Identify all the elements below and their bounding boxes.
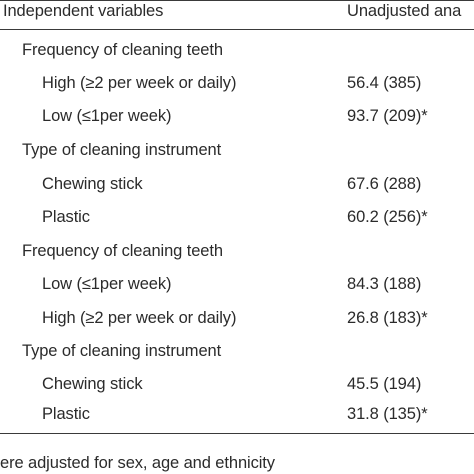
- row-label: High (≥2 per week or daily): [42, 309, 237, 327]
- row-value: 31.8 (135)*: [347, 405, 428, 423]
- row-label: Plastic: [42, 405, 90, 423]
- row-value: 60.2 (256)*: [347, 208, 428, 226]
- row-value: 56.4 (385): [347, 74, 422, 92]
- table-row: Plastic 31.8 (135)*: [0, 398, 474, 431]
- row-label: Chewing stick: [42, 175, 143, 193]
- row-value: 84.3 (188): [347, 275, 422, 293]
- row-label: Frequency of cleaning teeth: [22, 41, 223, 59]
- header-bottom-rule: [0, 29, 474, 30]
- table-row: Plastic 60.2 (256)*: [0, 201, 474, 234]
- row-value: 67.6 (288): [347, 175, 422, 193]
- row-label: Low (≤1per week): [42, 107, 172, 125]
- row-label: Chewing stick: [42, 375, 143, 393]
- table-row: Low (≤1per week) 84.3 (188): [0, 268, 474, 301]
- row-label: Type of cleaning instrument: [22, 342, 222, 360]
- table-row: High (≥2 per week or daily) 56.4 (385): [0, 67, 474, 100]
- table-top-rule: [0, 0, 474, 1]
- table-row: Low (≤1per week) 93.7 (209)*: [0, 100, 474, 133]
- table-row: Chewing stick 67.6 (288): [0, 168, 474, 201]
- row-value: 93.7 (209)*: [347, 107, 428, 125]
- table-row: Type of cleaning instrument: [0, 335, 474, 368]
- table-footnote: ere adjusted for sex, age and ethnicity: [0, 454, 275, 472]
- row-label: Low (≤1per week): [42, 275, 172, 293]
- row-label: Plastic: [42, 208, 90, 226]
- table-row: Frequency of cleaning teeth: [0, 235, 474, 268]
- row-label: High (≥2 per week or daily): [42, 74, 237, 92]
- table-bottom-rule: [0, 433, 474, 434]
- table-row: Chewing stick 45.5 (194): [0, 368, 474, 401]
- table-row: Frequency of cleaning teeth: [0, 34, 474, 67]
- table-row: Type of cleaning instrument: [0, 134, 474, 167]
- table-row: High (≥2 per week or daily) 26.8 (183)*: [0, 302, 474, 335]
- row-label: Type of cleaning instrument: [22, 141, 222, 159]
- row-value: 45.5 (194): [347, 375, 422, 393]
- column-header-unadjusted: Unadjusted ana: [347, 2, 462, 20]
- row-value: 26.8 (183)*: [347, 309, 428, 327]
- row-label: Frequency of cleaning teeth: [22, 242, 223, 260]
- column-header-independent-variables: Independent variables: [3, 2, 164, 20]
